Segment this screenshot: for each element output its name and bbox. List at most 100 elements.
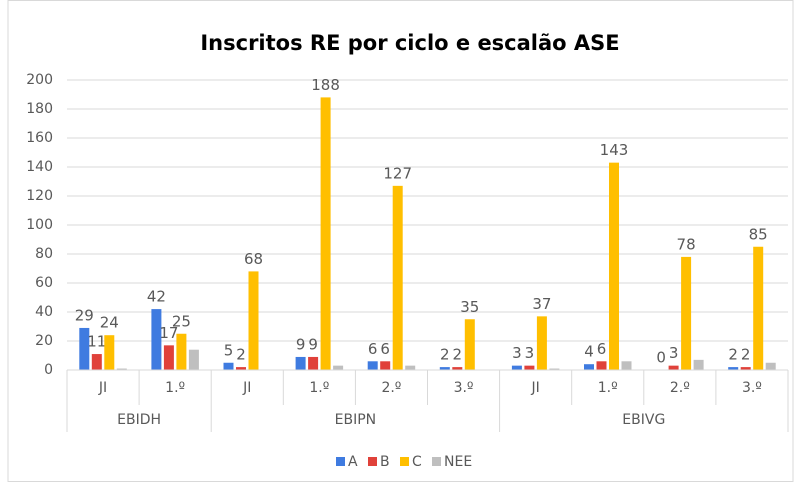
- data-label: 68: [244, 250, 263, 268]
- bar: [380, 361, 391, 370]
- y-tick-label: 60: [35, 275, 53, 291]
- data-label: 11: [87, 333, 106, 351]
- bar: [668, 365, 679, 370]
- data-label: 6: [368, 340, 378, 358]
- bar: [392, 185, 403, 370]
- data-label: 17: [159, 324, 178, 342]
- data-label: 2: [440, 346, 450, 364]
- data-label: 9: [296, 335, 306, 353]
- data-label: 25: [172, 312, 191, 330]
- bar: [728, 367, 739, 370]
- x-tick-label: 1.º: [309, 380, 329, 396]
- data-label: 35: [460, 298, 479, 316]
- legend-swatch: [336, 457, 345, 466]
- y-tick-label: 100: [26, 217, 53, 233]
- data-label: 78: [677, 235, 696, 253]
- data-label: 6: [380, 340, 390, 358]
- bar: [524, 365, 535, 370]
- legend-label: C: [412, 454, 422, 470]
- x-tick-label: 3.º: [454, 380, 474, 396]
- legend-swatch: [400, 457, 409, 466]
- data-label: 127: [383, 164, 412, 182]
- bar: [511, 365, 522, 370]
- data-label: 9: [308, 335, 318, 353]
- bar: [248, 271, 259, 370]
- y-tick-label: 80: [35, 246, 53, 262]
- data-label: 3: [525, 344, 535, 362]
- data-label: 3: [669, 344, 679, 362]
- bar: [549, 368, 560, 370]
- data-label: 2: [236, 346, 246, 364]
- bar: [295, 356, 306, 370]
- data-label: 4: [584, 343, 594, 361]
- bar: [104, 335, 115, 370]
- legend-label: B: [380, 454, 390, 470]
- bar: [367, 361, 378, 370]
- data-label: 188: [311, 76, 340, 94]
- bar: [188, 349, 199, 370]
- x-tick-label: 2.º: [381, 380, 401, 396]
- y-tick-label: 20: [35, 333, 53, 349]
- bar: [79, 327, 90, 370]
- bar: [621, 361, 632, 370]
- y-tick-label: 140: [26, 159, 53, 175]
- group-label: EBIVG: [622, 412, 665, 428]
- bar: [236, 367, 246, 370]
- data-label: 29: [75, 306, 94, 324]
- group-label: EBIPN: [335, 412, 377, 428]
- y-tick-label: 0: [44, 362, 53, 378]
- bar: [439, 367, 450, 370]
- x-tick-label: JI: [242, 380, 251, 396]
- x-tick-label: JI: [98, 380, 107, 396]
- data-label: 6: [597, 340, 607, 358]
- x-tick-label: 2.º: [670, 380, 690, 396]
- bar: [116, 368, 127, 370]
- chart-title: Inscritos RE por ciclo e escalão ASE: [200, 31, 619, 55]
- data-label: 24: [100, 314, 119, 332]
- data-label: 3: [512, 344, 522, 362]
- bar: [320, 97, 331, 371]
- legend-swatch: [432, 457, 441, 466]
- bar: [176, 333, 187, 370]
- bar: [308, 356, 319, 370]
- bar: [91, 354, 102, 370]
- legend-label: A: [348, 454, 358, 470]
- data-label: 143: [600, 141, 629, 159]
- bar: [596, 361, 607, 370]
- bar: [464, 319, 475, 370]
- bar: [536, 316, 547, 370]
- group-label: EBIDH: [117, 412, 161, 428]
- y-tick-label: 160: [26, 130, 53, 146]
- bar: [693, 359, 704, 370]
- data-label: 2: [728, 346, 738, 364]
- x-tick-label: 3.º: [742, 380, 762, 396]
- bar: [584, 364, 594, 370]
- y-tick-label: 200: [26, 72, 53, 88]
- data-label: 37: [532, 295, 551, 313]
- bar: [740, 367, 751, 370]
- x-tick-label: 1.º: [598, 380, 618, 396]
- bar: [452, 367, 463, 370]
- data-label: 0: [656, 349, 666, 367]
- y-tick-label: 40: [35, 304, 53, 320]
- x-tick-label: 1.º: [165, 380, 185, 396]
- bar: [223, 362, 234, 370]
- bar: [405, 365, 416, 370]
- bar: [163, 345, 174, 370]
- data-label: 5: [224, 341, 234, 359]
- bar: [151, 309, 162, 370]
- x-tick-label: JI: [531, 380, 540, 396]
- bar: [333, 365, 344, 370]
- bar: [753, 246, 764, 370]
- bar: [681, 256, 692, 370]
- data-label: 42: [147, 288, 166, 306]
- data-label: 85: [749, 225, 768, 243]
- data-label: 2: [741, 346, 751, 364]
- legend-swatch: [368, 457, 377, 466]
- y-tick-label: 180: [26, 101, 53, 117]
- bar: [765, 362, 776, 370]
- legend-label: NEE: [444, 454, 472, 470]
- data-label: 2: [453, 346, 463, 364]
- bar: [609, 162, 619, 370]
